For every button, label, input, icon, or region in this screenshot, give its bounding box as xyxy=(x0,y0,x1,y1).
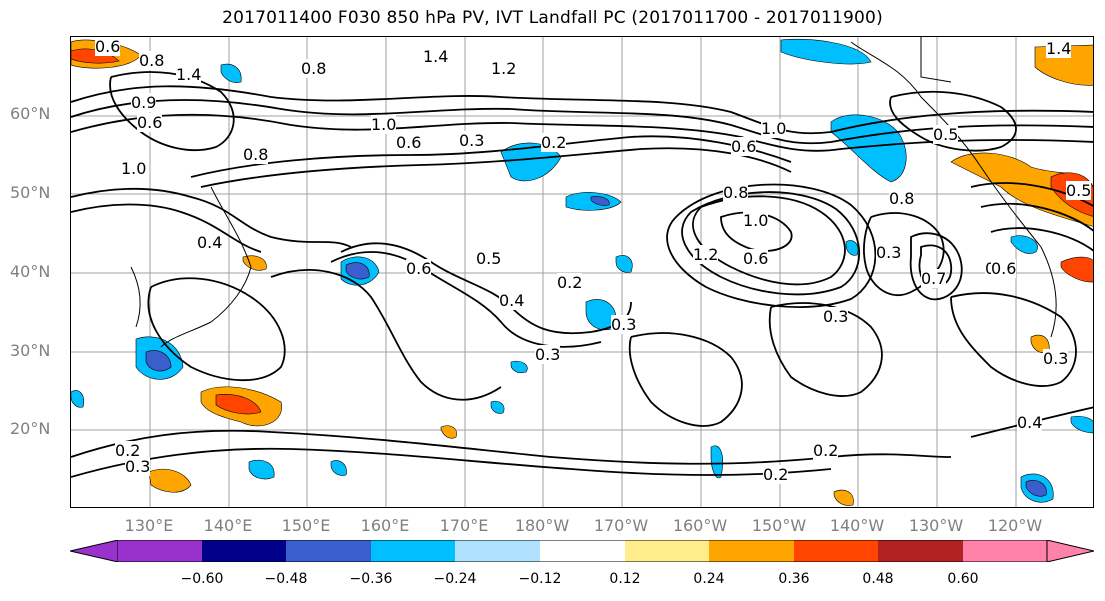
coastlines xyxy=(130,37,1057,348)
colorbar-segment xyxy=(455,540,540,562)
colorbar-segment xyxy=(878,540,963,562)
colorbar-tick-label: 0.24 xyxy=(693,571,725,587)
colorbar-tick-label: −0.60 xyxy=(180,571,224,587)
colorbar-tick-label: 0.12 xyxy=(609,571,641,587)
colorbar-segment xyxy=(625,540,709,562)
lon-label: 160°W xyxy=(672,516,728,535)
contour-label: 0.8 xyxy=(139,51,165,70)
contour-label: 0.6 xyxy=(137,113,163,132)
contour-label: 0.2 xyxy=(813,441,839,460)
lat-label: 40°N xyxy=(10,262,51,281)
contour-label: 0.5 xyxy=(933,125,959,144)
contour-label: 1.0 xyxy=(121,159,147,178)
contour-label: 1.0 xyxy=(761,119,787,138)
contour-label: 0.4 xyxy=(1017,413,1043,432)
contour-label-layer: 0.6 0.8 1.4 0.8 1.2 1.4 0.9 0.6 1.0 0.8 … xyxy=(71,37,1093,507)
colorbar-extend-low xyxy=(70,540,119,562)
contour-label: 1.4 xyxy=(423,47,449,66)
colorbar-tick-label: −0.24 xyxy=(433,571,477,587)
colorbar-tick-label: 0.36 xyxy=(778,571,810,587)
lon-label: 150°E xyxy=(281,516,331,535)
map-title: 2017011400 F030 850 hPa PV, IVT Landfall… xyxy=(222,8,883,28)
contour-label: 0.6 xyxy=(743,249,769,268)
contour-label: 1.0 xyxy=(743,211,769,230)
lat-label: 50°N xyxy=(10,183,51,202)
colorbar-segment xyxy=(118,540,202,562)
contour-label: 0.3 xyxy=(125,457,151,476)
contour-label: 0.6 xyxy=(396,133,422,152)
colorbar-segment xyxy=(794,540,878,562)
contour-label: 0.6 xyxy=(95,37,121,56)
colorbar-segment xyxy=(709,540,794,562)
contour-label: 0.3 xyxy=(459,131,485,150)
lon-label: 130°E xyxy=(124,516,174,535)
contour-label: 0.2 xyxy=(115,441,141,460)
colorbar-extend-high xyxy=(1046,540,1094,562)
contour-label: 0.6 xyxy=(406,259,432,278)
colorbar-segment xyxy=(202,540,286,562)
contour-label: 0.7 xyxy=(921,269,947,288)
contour-label: 1.2 xyxy=(491,59,517,78)
lon-label: 170°W xyxy=(593,516,649,535)
lon-label: 120°W xyxy=(987,516,1043,535)
contour-label: 0.6 xyxy=(731,137,757,156)
colorbar-segment xyxy=(371,540,455,562)
contour-label: 1.0 xyxy=(371,115,397,134)
contour-label: 0.3 xyxy=(823,307,849,326)
contour-label: 1.4 xyxy=(176,65,202,84)
lat-label: 60°N xyxy=(10,104,51,123)
contour-label: 0.3 xyxy=(1043,349,1069,368)
lon-label: 160°E xyxy=(360,516,410,535)
map-panel: 0.6 0.8 1.4 0.8 1.2 1.4 0.9 0.6 1.0 0.8 … xyxy=(70,36,1094,508)
contour-label: 0.4 xyxy=(197,233,223,252)
contour-label: 0.2 xyxy=(541,133,567,152)
colorbar-segment xyxy=(540,540,625,562)
contour-label: 0.8 xyxy=(723,183,749,202)
contour-label: 0.6 xyxy=(991,259,1017,278)
lon-label: 180°W xyxy=(514,516,570,535)
colorbar-segment xyxy=(963,540,1047,562)
lon-label: 140°E xyxy=(203,516,253,535)
lon-label: 150°W xyxy=(751,516,807,535)
colorbar-tick-label: 0.48 xyxy=(862,571,894,587)
colorbar-segment xyxy=(286,540,371,562)
lat-label: 20°N xyxy=(10,419,51,438)
lon-label: 140°W xyxy=(829,516,885,535)
lon-label: 170°E xyxy=(439,516,489,535)
colorbar xyxy=(70,540,1094,562)
colorbar-tick-label: −0.36 xyxy=(349,571,393,587)
contour-label: 0.4 xyxy=(499,291,525,310)
contour-label: 0.2 xyxy=(557,273,583,292)
contour-label: 0.5 xyxy=(1066,181,1092,200)
contour-label: 0.2 xyxy=(763,465,789,484)
colorbar-tick-label: −0.12 xyxy=(518,571,562,587)
contour-label: 0.3 xyxy=(876,243,902,262)
contour-label: 0.3 xyxy=(611,315,637,334)
contour-label: 0.3 xyxy=(535,345,561,364)
lat-label: 30°N xyxy=(10,341,51,360)
contour-label: 1.2 xyxy=(693,245,719,264)
contour-label: 0.8 xyxy=(301,59,327,78)
contour-label: 0.9 xyxy=(131,93,157,112)
colorbar-tick-label: 0.60 xyxy=(947,571,979,587)
contour-label: 0.8 xyxy=(889,189,915,208)
contour-label: 1.4 xyxy=(1046,39,1072,58)
anomaly-fills xyxy=(71,38,1093,506)
lon-label: 130°W xyxy=(908,516,964,535)
contour-label: 0.8 xyxy=(243,145,269,164)
colorbar-tick-label: −0.48 xyxy=(264,571,308,587)
contour-label: 0.5 xyxy=(476,249,502,268)
